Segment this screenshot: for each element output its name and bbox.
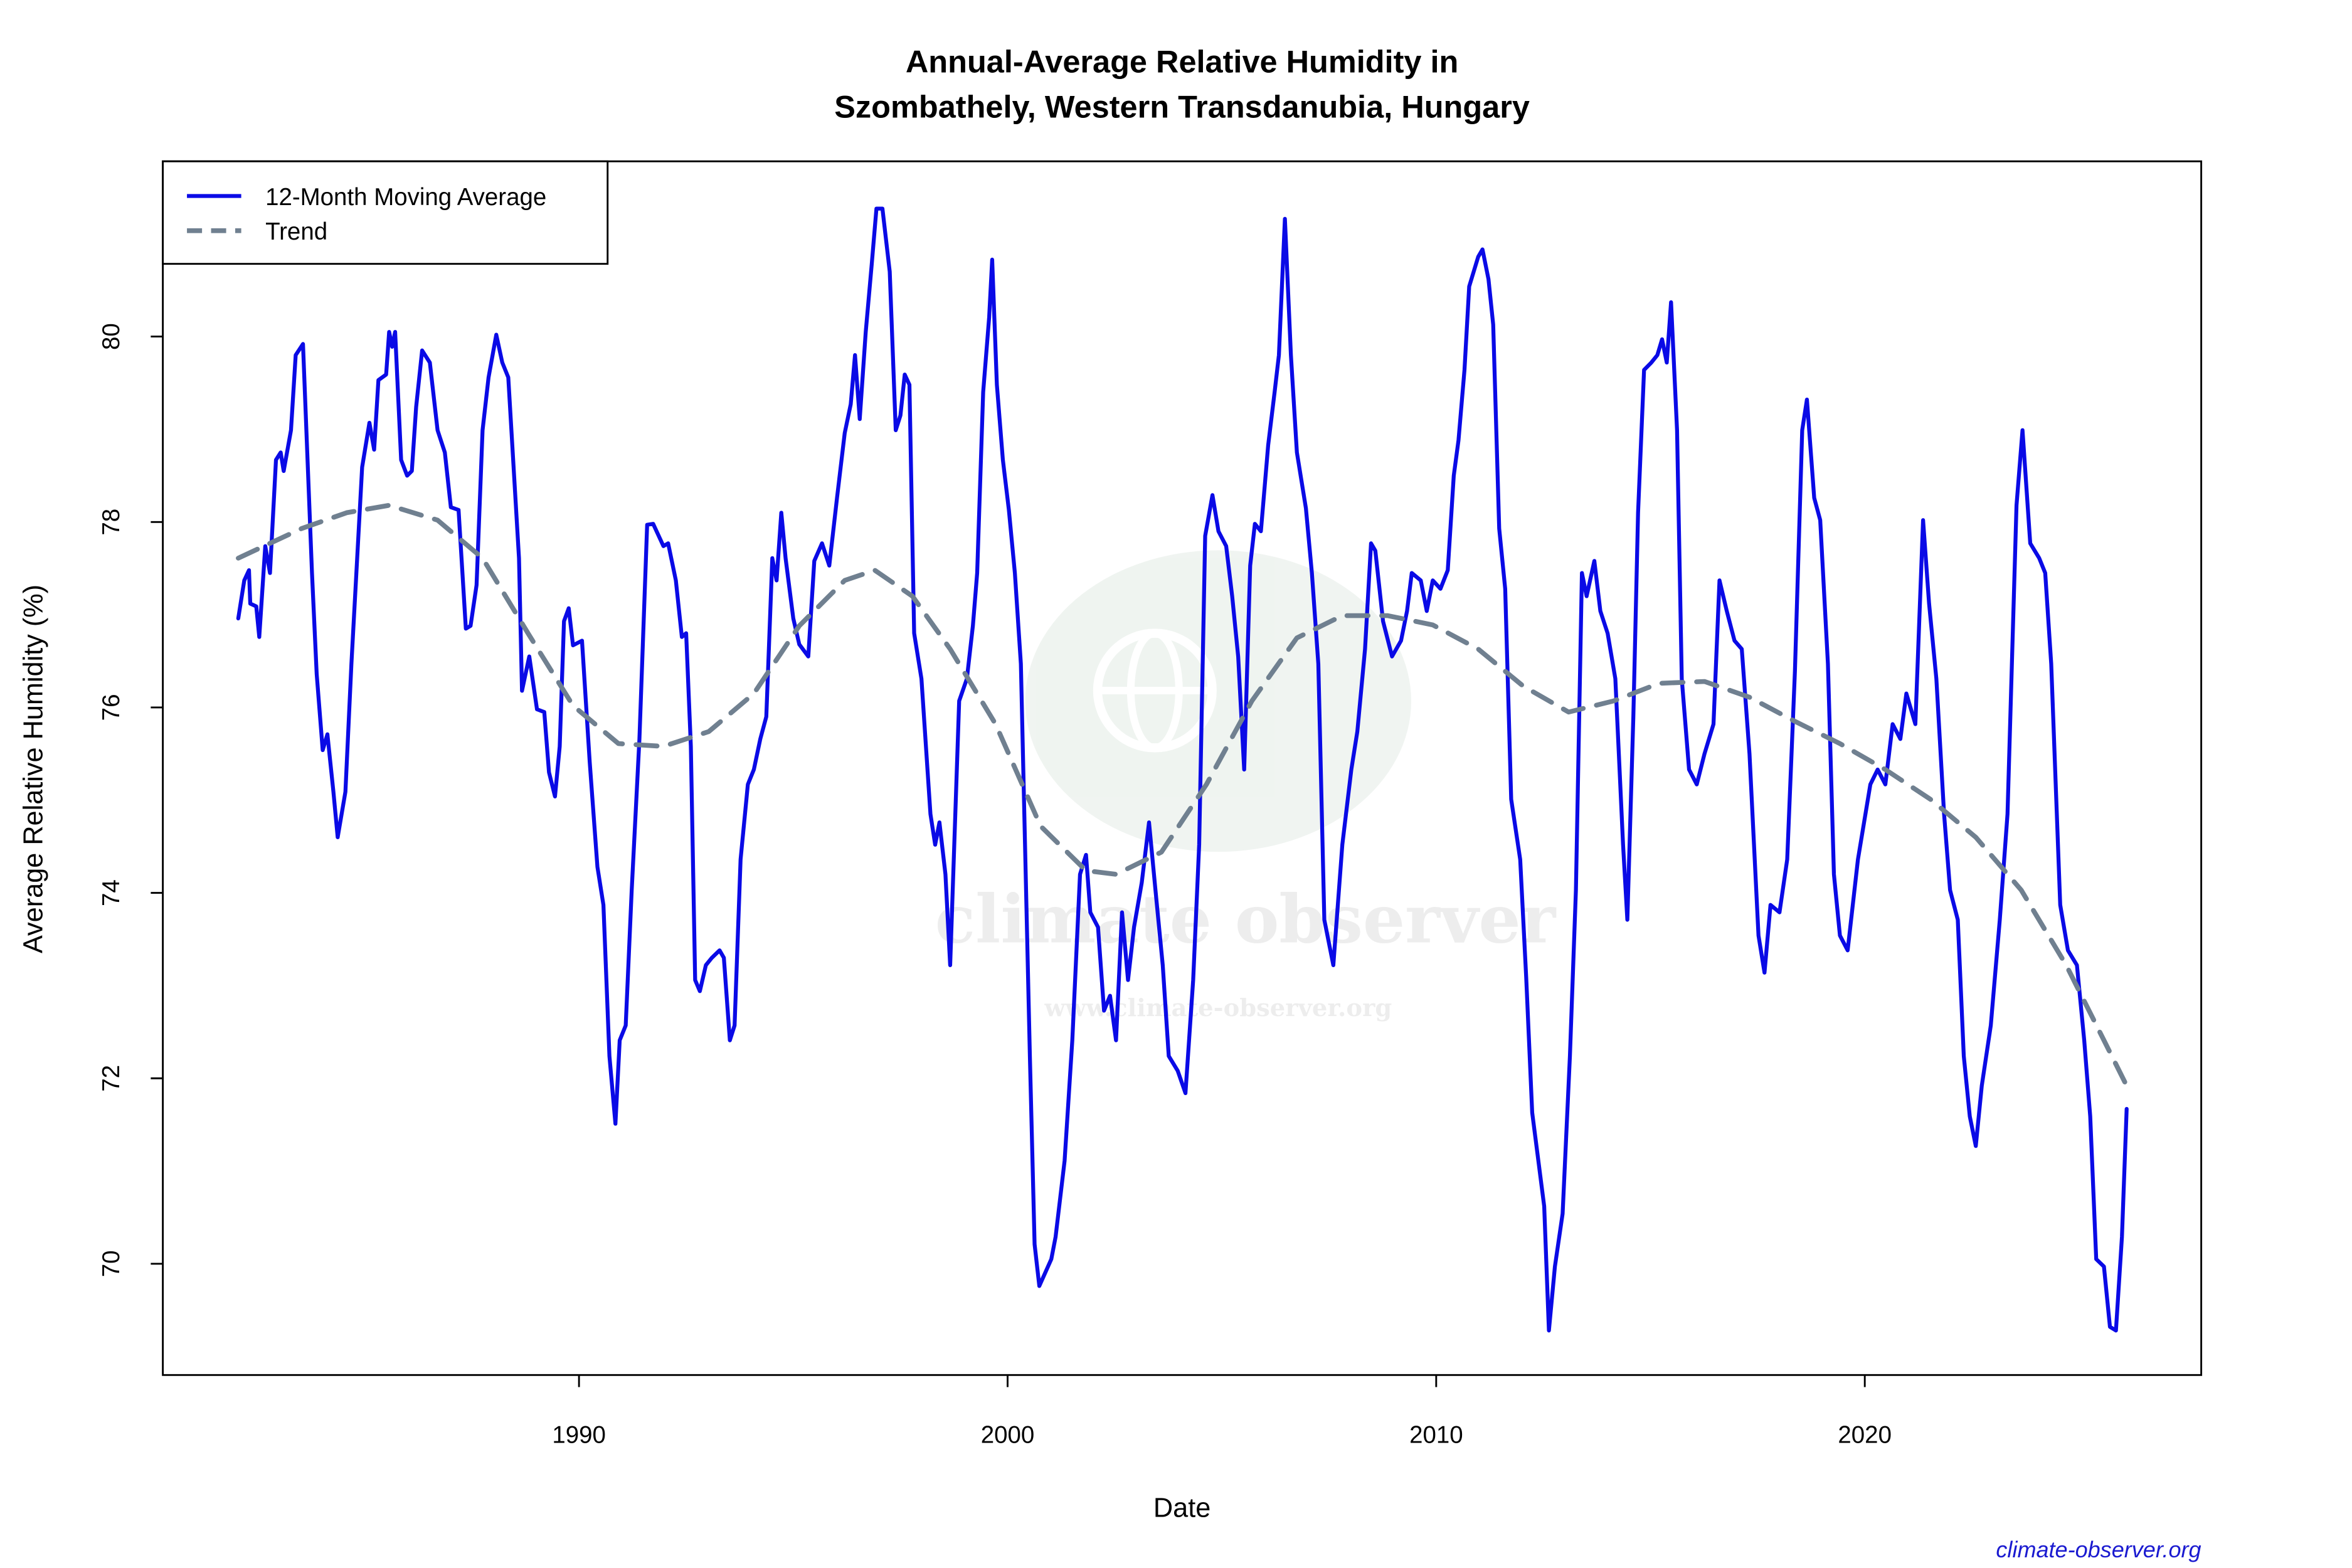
x-tick-label: 2010 [1409,1421,1463,1448]
y-tick-label: 80 [98,323,125,350]
y-tick-label: 78 [98,509,125,536]
series-line [236,502,2129,1088]
y-tick-label: 72 [98,1065,125,1092]
watermark-globe-meridian [1126,629,1183,752]
x-tick-label: 2020 [1838,1421,1892,1448]
chart-title: Szombathely, Western Transdanubia, Hunga… [834,89,1530,125]
x-tick-label: 1990 [552,1421,606,1448]
watermark-url: www.climate-observer.org [1044,994,1392,1022]
legend-box [162,160,609,265]
y-axis-label: Average Relative Humidity (%) [18,585,48,953]
legend: 12-Month Moving Average Trend [162,160,609,265]
legend-label: 12-Month Moving Average [265,184,546,211]
y-tick-label: 74 [98,879,125,906]
y-tick-label: 70 [98,1251,125,1278]
series-line [236,206,2129,1333]
watermark-text: climate observer [935,880,1557,958]
legend-label: Trend [265,218,327,245]
x-tick-label: 2000 [981,1421,1035,1448]
chart-title: Annual-Average Relative Humidity in [906,43,1459,79]
plot-frame [162,160,2203,1376]
watermark-disc [1025,550,1411,852]
x-axis-label: Date [1153,1493,1210,1523]
y-tick-label: 76 [98,694,125,721]
credit: climate-observer.org [1996,1537,2201,1562]
